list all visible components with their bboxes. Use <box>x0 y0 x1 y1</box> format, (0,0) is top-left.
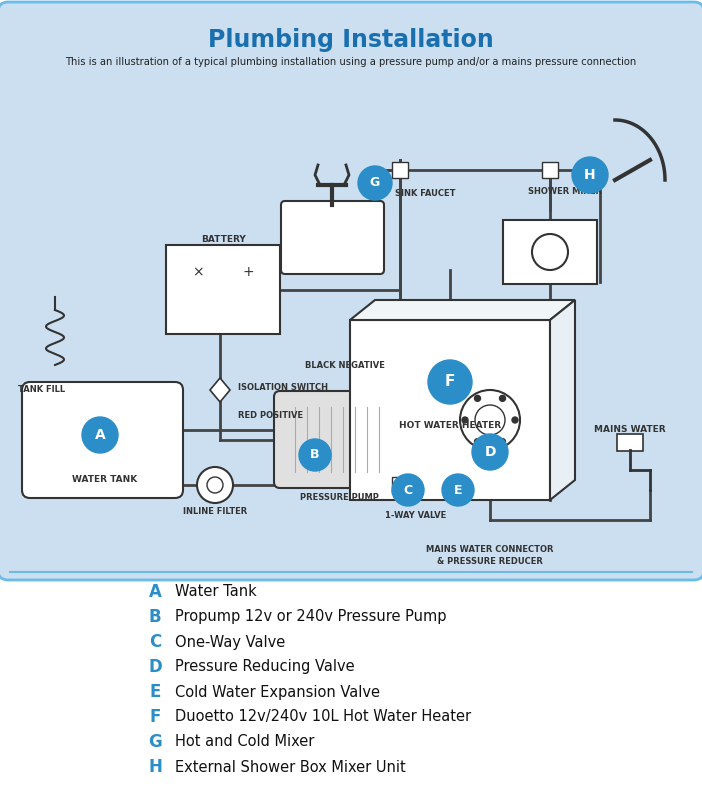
Circle shape <box>358 166 392 200</box>
Text: Plumbing Installation: Plumbing Installation <box>208 28 494 52</box>
FancyBboxPatch shape <box>281 201 384 274</box>
FancyBboxPatch shape <box>617 434 643 451</box>
FancyBboxPatch shape <box>392 162 408 178</box>
Circle shape <box>462 417 468 423</box>
FancyBboxPatch shape <box>503 220 597 284</box>
Text: A: A <box>149 583 161 601</box>
Text: C: C <box>404 483 413 497</box>
Circle shape <box>500 395 505 402</box>
FancyBboxPatch shape <box>274 391 406 488</box>
Text: Duoetto 12v/240v 10L Hot Water Heater: Duoetto 12v/240v 10L Hot Water Heater <box>175 710 471 725</box>
Circle shape <box>82 417 118 453</box>
Circle shape <box>472 434 508 470</box>
Text: 1-WAY VALVE: 1-WAY VALVE <box>385 510 446 519</box>
Text: ISOLATION SWITCH: ISOLATION SWITCH <box>238 383 328 393</box>
Text: Hot and Cold Mixer: Hot and Cold Mixer <box>175 734 314 750</box>
Text: F: F <box>150 708 161 726</box>
Text: Pressure Reducing Valve: Pressure Reducing Valve <box>175 659 355 674</box>
Text: D: D <box>484 445 496 459</box>
Text: Water Tank: Water Tank <box>175 585 257 599</box>
Text: F: F <box>445 374 455 390</box>
Text: +: + <box>242 265 254 279</box>
Text: B: B <box>149 608 161 626</box>
Circle shape <box>512 417 518 423</box>
Text: B: B <box>310 449 319 462</box>
Text: G: G <box>148 733 162 751</box>
Circle shape <box>197 467 233 503</box>
Text: TANK FILL: TANK FILL <box>18 386 65 394</box>
Circle shape <box>428 360 472 404</box>
Circle shape <box>475 395 480 402</box>
Text: SINK FAUCET: SINK FAUCET <box>395 189 456 198</box>
Text: H: H <box>148 758 162 776</box>
Circle shape <box>460 390 520 450</box>
Text: External Shower Box Mixer Unit: External Shower Box Mixer Unit <box>175 759 406 774</box>
Polygon shape <box>350 300 575 320</box>
Text: D: D <box>148 658 162 676</box>
FancyBboxPatch shape <box>22 382 183 498</box>
Text: ×: × <box>192 265 204 279</box>
FancyBboxPatch shape <box>0 2 702 580</box>
FancyBboxPatch shape <box>392 477 408 493</box>
Circle shape <box>442 474 474 506</box>
Text: BATTERY: BATTERY <box>201 234 246 243</box>
Text: One-Way Valve: One-Way Valve <box>175 634 285 650</box>
Circle shape <box>532 234 568 270</box>
FancyBboxPatch shape <box>166 245 280 334</box>
Circle shape <box>500 438 505 445</box>
Text: H: H <box>584 168 596 182</box>
Circle shape <box>572 157 608 193</box>
Text: BLACK NEGATIVE: BLACK NEGATIVE <box>305 361 385 370</box>
Polygon shape <box>350 320 550 500</box>
Text: PRESSURE PUMP: PRESSURE PUMP <box>300 494 379 502</box>
Circle shape <box>475 438 480 445</box>
Text: E: E <box>453 483 462 497</box>
Text: C: C <box>149 633 161 651</box>
Text: Cold Water Expansion Valve: Cold Water Expansion Valve <box>175 685 380 699</box>
FancyBboxPatch shape <box>542 162 558 178</box>
Polygon shape <box>550 300 575 500</box>
Text: G: G <box>370 177 380 190</box>
Text: & PRESSURE REDUCER: & PRESSURE REDUCER <box>437 558 543 566</box>
Text: Propump 12v or 240v Pressure Pump: Propump 12v or 240v Pressure Pump <box>175 610 446 625</box>
Text: WATER TANK: WATER TANK <box>72 475 138 485</box>
Circle shape <box>207 477 223 493</box>
Polygon shape <box>210 378 230 402</box>
Text: INLINE FILTER: INLINE FILTER <box>183 507 247 517</box>
Circle shape <box>299 439 331 471</box>
Text: E: E <box>150 683 161 701</box>
Text: HOT WATER HEATER: HOT WATER HEATER <box>399 421 501 430</box>
Text: RED POSITIVE: RED POSITIVE <box>238 410 303 419</box>
Text: A: A <box>95 428 105 442</box>
Text: MAINS WATER: MAINS WATER <box>594 426 665 434</box>
Text: SHOWER MIXER: SHOWER MIXER <box>528 187 602 197</box>
Text: MAINS WATER CONNECTOR: MAINS WATER CONNECTOR <box>426 546 554 554</box>
Circle shape <box>475 405 505 435</box>
Text: This is an illustration of a typical plumbing installation using a pressure pump: This is an illustration of a typical plu… <box>65 57 637 67</box>
Circle shape <box>392 474 424 506</box>
